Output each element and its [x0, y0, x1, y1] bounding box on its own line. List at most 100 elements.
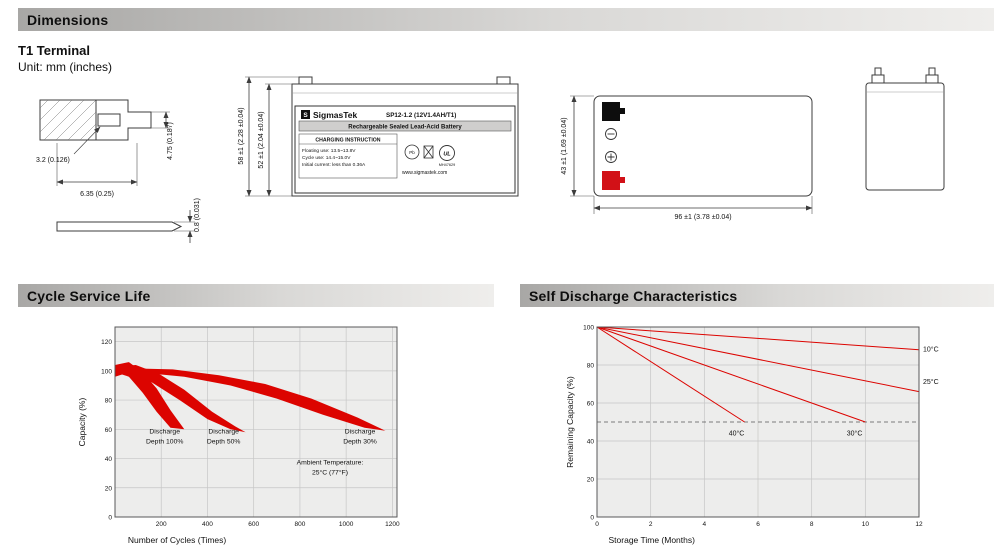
crossed-bin-icon	[423, 145, 434, 159]
top-view-dimensions	[570, 95, 813, 214]
dim-terminal-hole: 3.2 (0.126)	[36, 157, 70, 164]
terminal-side-profile	[56, 221, 183, 232]
y-tick-label: 120	[101, 339, 112, 346]
plot-border	[596, 326, 920, 518]
negative-terminal-tab	[620, 108, 625, 114]
annotation: Depth 50%	[207, 439, 241, 446]
model-text: SP12-1.2 (12V1.4AH/T1)	[386, 112, 456, 119]
dim-top-length: 96 ±1 (3.78 ±0.04)	[674, 214, 731, 221]
dim-terminal-thickness: 0.8 (0.031)	[194, 198, 201, 232]
ul-mark-icon	[439, 145, 455, 161]
extension-lines	[56, 111, 170, 186]
front-terminal-right	[496, 76, 511, 85]
plot-border	[114, 326, 398, 518]
ul-number: MH47629	[439, 163, 455, 167]
x-axis-label: Storage Time (Months)	[609, 535, 696, 545]
y-tick-label: 20	[587, 477, 595, 484]
end-view-case	[865, 82, 945, 191]
annotation: Depth 30%	[343, 439, 377, 446]
x-tick-label: 0	[595, 521, 599, 528]
top-view-case	[593, 95, 813, 197]
ul-text: UL	[443, 152, 451, 158]
annotation: Discharge	[345, 429, 376, 436]
y-tick-label: 0	[590, 515, 594, 522]
series-label: 40°C	[729, 429, 745, 437]
y-tick-label: 80	[587, 363, 595, 370]
discharge-band	[115, 365, 246, 433]
discharge-band	[115, 367, 386, 431]
y-tick-label: 0	[108, 515, 112, 522]
x-tick-label: 200	[156, 521, 167, 528]
dim-top-width: 43 ±1 (1.69 ±0.04)	[561, 117, 568, 174]
dimensions-title: Dimensions	[27, 11, 109, 28]
y-tick-label: 80	[105, 398, 113, 405]
battery-end-view	[865, 67, 945, 191]
dimensions-section-header: Dimensions	[18, 8, 994, 31]
x-tick-label: 400	[202, 521, 213, 528]
annotation: Ambient Temperature:	[297, 459, 364, 466]
cycle-title: Cycle Service Life	[27, 287, 151, 304]
battery-top-view: 43 ±1 (1.69 ±0.04) 96 ±1 (3.78 ±0.04)	[561, 95, 813, 221]
front-view-dimensions	[245, 76, 299, 197]
end-terminal-left-tip	[874, 67, 882, 76]
website-text: www.sigmastek.com	[402, 170, 447, 176]
discharge-band	[115, 362, 185, 430]
x-axis-label: Number of Cycles (Times)	[128, 535, 227, 545]
dimension-drawings: 4.75 (0.187) 3.2 (0.126) 6.35 (0.25) 0.8…	[36, 67, 945, 243]
y-tick-label: 60	[587, 401, 595, 408]
terminal-detail-drawing	[39, 99, 195, 243]
x-tick-label: 1000	[339, 521, 354, 528]
annotation: Discharge	[149, 429, 180, 436]
cycle-service-life-chart: 0 20 40 60 80 100 120 200 400 600 800 1000 1200 Disch…	[77, 326, 400, 545]
label-type-bar	[298, 120, 512, 132]
charging-line-1: Floating use: 13.5~13.8V	[302, 148, 356, 154]
self-discharge-chart: 10°C 25°C 30°C 40°C 0 20 40 60 80 100 0 2 4 6 8 10 12 Sto…	[565, 325, 939, 546]
charging-line-3: Initial current: less than 0.36A	[302, 162, 366, 168]
end-terminal-right-tip	[928, 67, 936, 76]
logo-letter: S	[303, 112, 308, 119]
y-axis-label: Remaining Capacity (%)	[565, 376, 575, 468]
y-tick-label: 40	[105, 456, 113, 463]
x-tick-label: 12	[915, 521, 923, 528]
self-discharge-header: Self Discharge Characteristics	[520, 284, 994, 307]
self-discharge-title: Self Discharge Characteristics	[529, 287, 738, 304]
end-terminal-left	[871, 74, 885, 84]
extension-lines-thickness	[174, 221, 195, 232]
x-tick-label: 10	[862, 521, 870, 528]
terminal-hole	[97, 113, 121, 127]
annotation: Depth 100%	[146, 439, 183, 446]
brand-text: SigmasTek	[313, 110, 358, 120]
series-label: 25°C	[923, 378, 939, 386]
battery-type-text: Rechargeable Sealed Lead-Acid Battery	[348, 125, 462, 131]
dim-front-total-height: 58 ±1 (2.28 ±0.04)	[238, 107, 245, 164]
x-tick-label: 6	[756, 521, 760, 528]
sigmastek-logo	[301, 110, 310, 119]
battery-front-view	[291, 76, 519, 197]
x-tick-label: 600	[248, 521, 259, 528]
x-tick-label: 1200	[385, 521, 400, 528]
series-label: 10°C	[923, 346, 939, 354]
minus-symbol-icon	[605, 128, 617, 140]
x-tick-label: 4	[703, 521, 707, 528]
leader-hole	[73, 126, 101, 155]
series-label: 30°C	[847, 429, 863, 437]
y-tick-label: 40	[587, 439, 595, 446]
negative-terminal	[602, 102, 620, 121]
positive-terminal	[602, 171, 620, 190]
annotation: Discharge	[208, 429, 239, 436]
end-terminal-right	[925, 74, 939, 84]
front-terminal-left	[298, 76, 313, 85]
charging-instruction-box	[298, 133, 398, 179]
series-line	[596, 326, 866, 423]
dim-front-case-height: 52 ±1 (2.04 ±0.04)	[258, 111, 265, 168]
cycle-service-life-header: Cycle Service Life	[18, 284, 494, 307]
charging-title: CHARGING INSTRUCTION	[315, 138, 380, 144]
charging-line-2: Cycle use: 14.4~15.0V	[302, 155, 351, 161]
series-line	[596, 326, 745, 423]
annotation: 25°C (77°F)	[312, 468, 348, 476]
terminal-type-subtitle: T1 Terminal	[18, 43, 91, 58]
x-tick-label: 8	[810, 521, 814, 528]
x-tick-label: 800	[294, 521, 305, 528]
unit-note: Unit: mm (inches)	[18, 60, 113, 74]
pb-recycle-icon	[404, 144, 420, 160]
